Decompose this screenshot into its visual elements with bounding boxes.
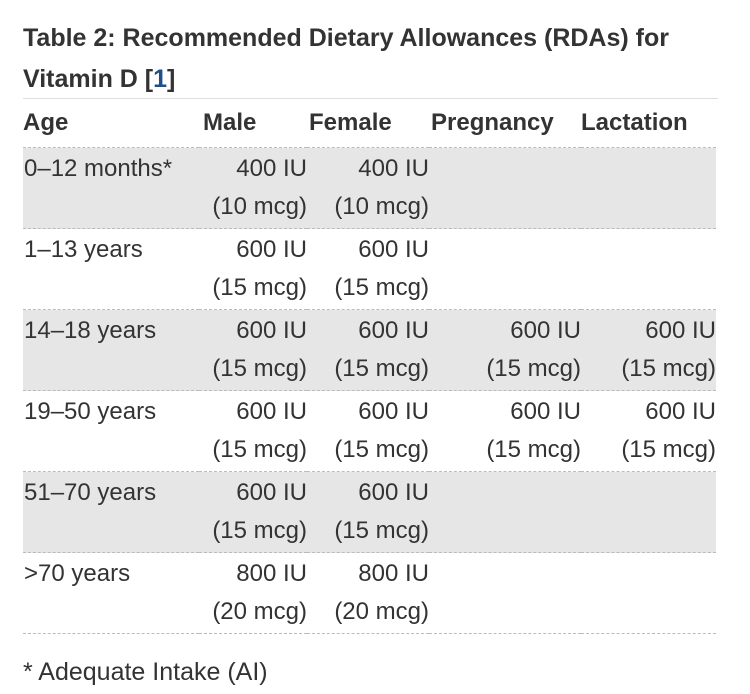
- cell-female: 400 IU (10 mcg): [307, 147, 429, 229]
- value-iu: 600 IU: [358, 398, 429, 425]
- cell-male: 400 IU (10 mcg): [199, 147, 307, 229]
- value-mcg: (10 mcg): [334, 193, 429, 220]
- cell-age: >70 years: [23, 552, 199, 634]
- value-iu: 600 IU: [358, 479, 429, 506]
- value-iu: 600 IU: [236, 236, 307, 263]
- value-iu: 600 IU: [645, 317, 716, 344]
- rda-table-container: Table 2: Recommended Dietary Allowances …: [23, 18, 718, 634]
- value-iu: 600 IU: [645, 398, 716, 425]
- caption-close-bracket: ]: [167, 65, 176, 93]
- cell-female: 600 IU (15 mcg): [307, 471, 429, 553]
- value-iu: 600 IU: [358, 236, 429, 263]
- table-row: 19–50 years 600 IU (15 mcg) 600 IU (15 mcg) 6…: [23, 390, 716, 472]
- cell-female: 600 IU (15 mcg): [307, 228, 429, 310]
- header-female: Female: [307, 99, 429, 148]
- header-age: Age: [23, 99, 199, 148]
- rda-table: Age Male Female Pregnancy Lactation 0–12…: [23, 99, 716, 634]
- value-mcg: (15 mcg): [486, 355, 581, 382]
- value-iu: 600 IU: [236, 479, 307, 506]
- value-mcg: (15 mcg): [486, 436, 581, 463]
- value-mcg: (15 mcg): [212, 517, 307, 544]
- value-iu: 800 IU: [236, 560, 307, 587]
- cell-female: 600 IU (15 mcg): [307, 390, 429, 472]
- cell-age: 19–50 years: [23, 390, 199, 472]
- value-mcg: (15 mcg): [334, 274, 429, 301]
- value-mcg: (15 mcg): [212, 436, 307, 463]
- header-pregnancy: Pregnancy: [429, 99, 581, 148]
- cell-pregnancy: [429, 228, 581, 310]
- table-body: 0–12 months* 400 IU (10 mcg) 400 IU (10 mcg)…: [23, 147, 716, 634]
- value-iu: 600 IU: [510, 317, 581, 344]
- value-mcg: (15 mcg): [621, 436, 716, 463]
- table-row: >70 years 800 IU (20 mcg) 800 IU (20 mcg): [23, 552, 716, 634]
- cell-male: 800 IU (20 mcg): [199, 552, 307, 634]
- value-mcg: (15 mcg): [334, 517, 429, 544]
- value-mcg: (20 mcg): [334, 598, 429, 625]
- value-iu: 600 IU: [236, 317, 307, 344]
- cell-male: 600 IU (15 mcg): [199, 228, 307, 310]
- cell-male: 600 IU (15 mcg): [199, 309, 307, 391]
- value-iu: 600 IU: [236, 398, 307, 425]
- value-iu: 600 IU: [358, 317, 429, 344]
- value-iu: 400 IU: [236, 155, 307, 182]
- value-mcg: (20 mcg): [212, 598, 307, 625]
- value-mcg: (15 mcg): [212, 355, 307, 382]
- table-caption: Table 2: Recommended Dietary Allowances …: [23, 18, 718, 99]
- table-row: 14–18 years 600 IU (15 mcg) 600 IU (15 mcg) 6…: [23, 309, 716, 391]
- cell-lactation: [581, 147, 716, 229]
- table-row: 1–13 years 600 IU (15 mcg) 600 IU (15 mcg): [23, 228, 716, 310]
- cell-lactation: 600 IU (15 mcg): [581, 309, 716, 391]
- cell-pregnancy: [429, 552, 581, 634]
- cell-age: 14–18 years: [23, 309, 199, 391]
- footnote: * Adequate Intake (AI): [23, 658, 268, 686]
- cell-age: 0–12 months*: [23, 147, 199, 229]
- reference-link[interactable]: 1: [153, 65, 168, 93]
- header-row: Age Male Female Pregnancy Lactation: [23, 99, 716, 148]
- header-male: Male: [199, 99, 307, 148]
- header-lactation: Lactation: [581, 99, 716, 148]
- cell-male: 600 IU (15 mcg): [199, 390, 307, 472]
- cell-lactation: [581, 228, 716, 310]
- cell-pregnancy: 600 IU (15 mcg): [429, 309, 581, 391]
- value-mcg: (15 mcg): [621, 355, 716, 382]
- cell-lactation: [581, 552, 716, 634]
- value-mcg: (15 mcg): [334, 436, 429, 463]
- cell-age: 51–70 years: [23, 471, 199, 553]
- cell-pregnancy: 600 IU (15 mcg): [429, 390, 581, 472]
- cell-lactation: [581, 471, 716, 553]
- value-mcg: (10 mcg): [212, 193, 307, 220]
- table-row: 0–12 months* 400 IU (10 mcg) 400 IU (10 mcg): [23, 147, 716, 229]
- table-row: 51–70 years 600 IU (15 mcg) 600 IU (15 mcg): [23, 471, 716, 553]
- value-mcg: (15 mcg): [334, 355, 429, 382]
- value-mcg: (15 mcg): [212, 274, 307, 301]
- cell-male: 600 IU (15 mcg): [199, 471, 307, 553]
- value-iu: 400 IU: [358, 155, 429, 182]
- cell-pregnancy: [429, 147, 581, 229]
- cell-female: 600 IU (15 mcg): [307, 309, 429, 391]
- cell-female: 800 IU (20 mcg): [307, 552, 429, 634]
- caption-text: Table 2: Recommended Dietary Allowances …: [23, 24, 669, 93]
- cell-pregnancy: [429, 471, 581, 553]
- cell-age: 1–13 years: [23, 228, 199, 310]
- cell-lactation: 600 IU (15 mcg): [581, 390, 716, 472]
- value-iu: 600 IU: [510, 398, 581, 425]
- value-iu: 800 IU: [358, 560, 429, 587]
